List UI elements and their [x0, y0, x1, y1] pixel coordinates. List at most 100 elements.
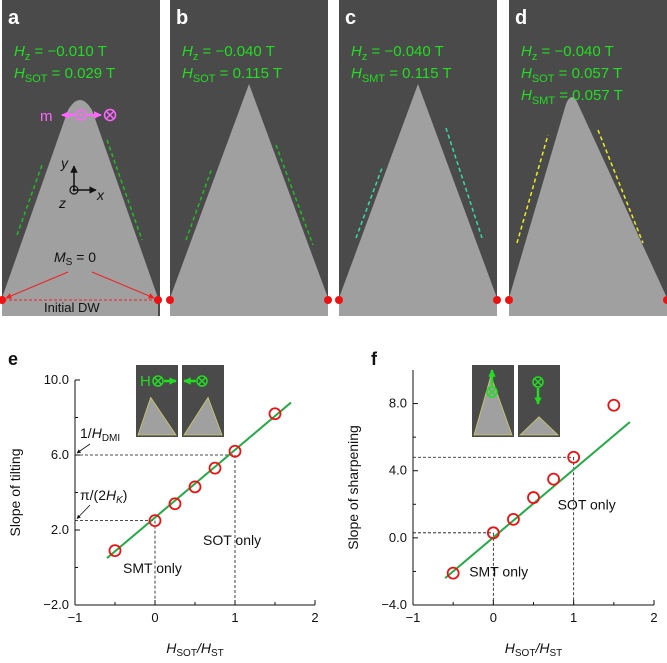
data-point: [228, 444, 242, 458]
panel-b-tilt-dash-right: [275, 144, 314, 246]
panel-c-field-1: HSMT = 0.115 T: [351, 65, 452, 85]
inset-domain: [183, 396, 223, 436]
panel-a-m-label: m: [40, 108, 53, 125]
panel-a: m y x z MS = 0 Initial DW: [0, 0, 162, 316]
inset-h-label: H: [140, 373, 151, 390]
y-tick-label: 2.0: [51, 522, 69, 537]
x-axis-label: HSOT/HST: [166, 640, 223, 659]
data-point: [188, 480, 202, 494]
inset-into-page-symbol: [196, 375, 208, 387]
data-point: [507, 512, 520, 526]
data-point: [208, 461, 222, 475]
panel-c-pin-right: [493, 296, 501, 304]
panel-c-tilt-dash-left: [355, 167, 383, 239]
panel-a-tilt-dash-right: [106, 139, 143, 241]
panel-c-field-0: Hz = −0.040 T: [351, 43, 444, 63]
panel-a-axis-x-label: x: [96, 187, 105, 203]
panel-b-field-1: HSOT = 0.115 T: [182, 65, 282, 85]
panel-b: [166, 0, 332, 316]
ref-label-hdmi: 1/HDMI: [80, 425, 120, 444]
panel-a-ms-label: MS = 0: [54, 249, 96, 268]
panel-a-initial-dw-label: Initial DW: [44, 300, 100, 315]
panel-a-domain: [2, 100, 158, 316]
inset-cross-stroke: [153, 376, 163, 386]
x-tick-label: 0: [151, 610, 158, 625]
y-tick-label: 4.0: [389, 463, 407, 478]
y-axis-label: Slope of sharpening: [345, 425, 361, 550]
x-tick-label: 1: [231, 610, 238, 625]
x-axis-label: HSOT/HST: [505, 640, 562, 659]
panel-a-m-dot-symbol: [75, 109, 87, 121]
panel-d-tilt-dash-right: [597, 129, 644, 244]
panel-letter-b: b: [176, 7, 188, 29]
panel-d-field-0: Hz = −0.040 T: [521, 43, 614, 63]
panel-d-field-2: HSMT = 0.057 T: [521, 87, 623, 107]
ref-label-hk: π/(2HK): [80, 487, 127, 506]
data-point: [527, 491, 540, 504]
data-point: [148, 514, 162, 528]
panel-b-domain: [170, 84, 328, 316]
panel-d-field-1: HSOT = 0.057 T: [521, 65, 622, 85]
y-axis-label: Slope of tilting: [7, 449, 23, 537]
panel-letter-c: c: [345, 7, 356, 29]
panel-a-m-cross-symbol: [103, 108, 117, 122]
panel-a-pin-right: [154, 296, 162, 304]
panel-c-domain: [339, 84, 497, 316]
y-tick-label: −4.0: [381, 597, 407, 612]
panel-a-pin-left: [0, 296, 6, 304]
panel-a-ms-arrow-left: [5, 271, 69, 299]
panel-c-pin-left: [335, 296, 343, 304]
panel-a-field-1: HSOT = 0.029 T: [14, 65, 115, 85]
ref-arrow-hk: [76, 504, 91, 519]
chart-letter-e: e: [8, 349, 18, 369]
x-tick-label: −1: [406, 610, 421, 625]
panel-a-tilt-dash-left: [16, 164, 43, 236]
inset-cross-stroke: [197, 376, 207, 386]
data-point: [567, 450, 581, 464]
data-point: [108, 544, 122, 558]
panel-a-axis-z-symbol: [69, 185, 79, 195]
ref-arrow-hdmi: [76, 443, 91, 454]
panel-d-domain: [509, 97, 667, 316]
panel-c: [335, 0, 501, 316]
inset-domain: [473, 374, 513, 436]
inset-domain: [137, 396, 177, 436]
y-tick-label: 6.0: [51, 447, 69, 462]
panel-d-tilt-dash-left: [516, 134, 549, 244]
panel-letter-a: a: [8, 7, 20, 29]
panel-b-field-0: Hz = −0.040 T: [182, 43, 275, 63]
panel-a-field-0: Hz = −0.010 T: [14, 43, 107, 63]
panel-a-axis-z-dot: [72, 188, 76, 192]
data-point: [168, 497, 182, 511]
x-tick-label: −1: [68, 610, 83, 625]
y-tick-label: 10.0: [44, 372, 69, 387]
x-tick-label: 0: [490, 610, 497, 625]
y-tick-label: −2.0: [43, 597, 69, 612]
panel-b-pin-left: [166, 296, 174, 304]
chart-e: −1 0 1 2 −2.0 2.0 6.0 10.0 SMT only SOT only e HSOT…: [7, 349, 319, 659]
panel-a-axis-y-label: y: [60, 155, 69, 171]
x-tick-label: 1: [570, 610, 577, 625]
panel-b-pin-right: [324, 296, 332, 304]
chart-f: −1 0 1 2 −4.0 0.0 4.0 8.0 SMT only SOT only f HSOT/…: [345, 349, 658, 659]
y-tick-label: 0.0: [389, 530, 407, 545]
data-point: [486, 526, 500, 540]
data-point: [607, 398, 621, 412]
x-tick-label: 2: [650, 610, 657, 625]
inset-cross-stroke: [487, 387, 497, 397]
chart-annotation: SMT only: [123, 560, 182, 576]
chart-annotation: SOT only: [203, 532, 261, 548]
data-point: [547, 472, 560, 486]
y-tick-label: 8.0: [389, 396, 407, 411]
chart-annotation: SMT only: [469, 563, 528, 579]
inset-into-page-symbol: [532, 376, 544, 388]
panel-b-tilt-dash-left: [185, 167, 213, 241]
inset-domain: [519, 416, 559, 436]
panel-a-m-dot-center: [79, 113, 83, 117]
panel-letter-d: d: [515, 7, 527, 29]
inset-into-page-symbol: [486, 386, 498, 398]
panel-c-tilt-dash-right: [445, 127, 483, 239]
panel-d-pin-right: [663, 296, 667, 304]
